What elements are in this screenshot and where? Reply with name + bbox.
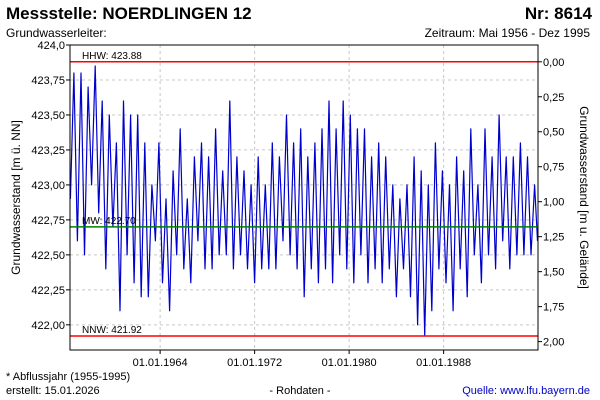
y-tick-label-right: 1,00 <box>543 197 564 209</box>
y-tick-label-right: 0,75 <box>543 162 564 174</box>
y-tick-label-right: 1,25 <box>543 232 564 244</box>
created-date: erstellt: 15.01.2026 <box>6 385 100 397</box>
y-tick-label-left: 422,50 <box>31 250 65 262</box>
axis-ticks: 01.01.1964 01.01.1972 01.01.1980 01.01.1988… <box>31 40 564 369</box>
reference-lines: HHW: 423.88 MW: 422.70 NNW: 421.92 <box>70 51 538 337</box>
x-tick-label: 01.01.1980 <box>322 357 377 369</box>
y-tick-label-right: 2,00 <box>543 337 564 349</box>
y-tick-label-left: 423,75 <box>31 75 65 87</box>
y-tick-label-left: 424,0 <box>37 40 65 52</box>
grid <box>70 45 538 350</box>
y-tick-label-left: 422,00 <box>31 320 65 332</box>
y-tick-label-right: 1,50 <box>543 267 564 279</box>
y-tick-label-left: 423,50 <box>31 110 65 122</box>
y-tick-label-left: 422,75 <box>31 215 65 227</box>
y-tick-label-right: 0,50 <box>543 127 564 139</box>
y-tick-label-right: 0,25 <box>543 92 564 104</box>
reference-label-1: MW: 422.70 <box>82 216 136 227</box>
y-axis-title-left: Grundwasserstand [m ü. NN] <box>9 120 23 275</box>
groundwater-level-line <box>69 65 539 337</box>
footnote: * Abflussjahr (1955-1995) <box>6 371 131 383</box>
station-number: Nr: 8614 <box>524 4 592 23</box>
raw-data-label: - Rohdaten - <box>269 385 331 397</box>
x-tick-label: 01.01.1972 <box>227 357 282 369</box>
y-tick-label-right: 1,75 <box>543 302 564 314</box>
reference-label-2: NNW: 421.92 <box>82 325 142 336</box>
series-layer <box>69 65 539 337</box>
aquifer-label: Grundwasserleiter: <box>6 26 107 40</box>
station-title: Messstelle: NOERDLINGEN 12 <box>6 4 252 23</box>
y-tick-label-left: 423,25 <box>31 145 65 157</box>
y-tick-label-right: 0,00 <box>543 57 564 69</box>
reference-label-0: HHW: 423.88 <box>82 51 142 62</box>
y-tick-label-left: 422,25 <box>31 285 65 297</box>
y-tick-label-left: 423,00 <box>31 180 65 192</box>
y-axis-title-right: Grundwasserstand [m u. Gelände] <box>577 106 591 289</box>
x-tick-label: 01.01.1964 <box>133 357 188 369</box>
plot-frame <box>69 44 539 351</box>
period-label: Zeitraum: Mai 1956 - Dez 1995 <box>424 26 590 40</box>
source-link[interactable]: Quelle: www.lfu.bayern.de <box>462 385 590 397</box>
x-tick-label: 01.01.1988 <box>416 357 471 369</box>
